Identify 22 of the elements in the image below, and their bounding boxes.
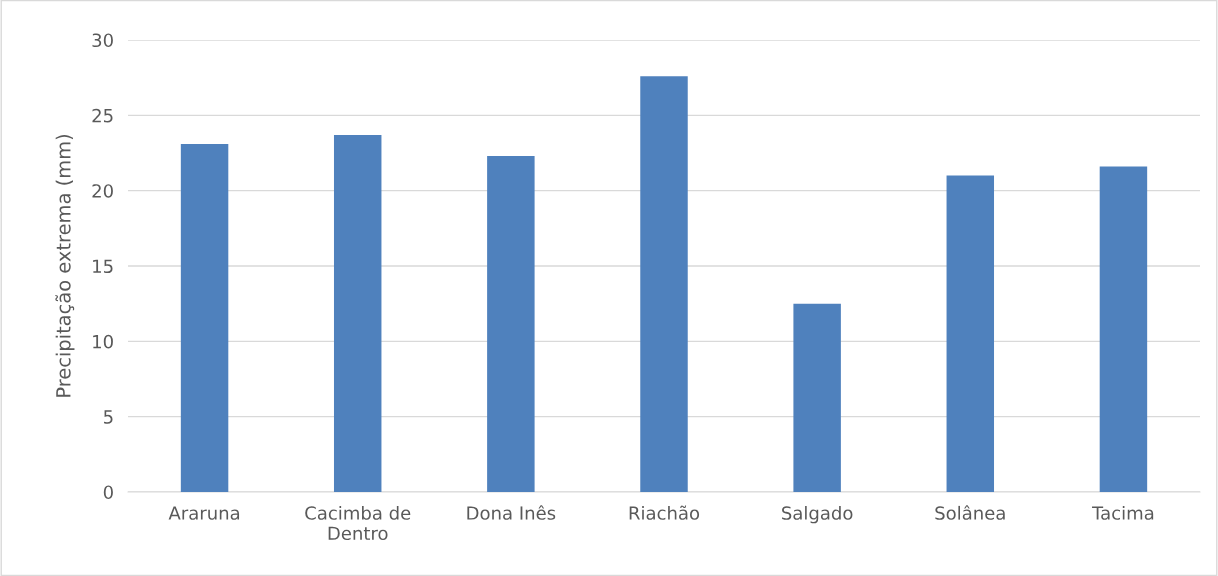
x-tick-label: Dona Inês bbox=[467, 505, 556, 520]
y-tick-label: 25 bbox=[92, 108, 113, 123]
y-axis-title: Precipitação extrema (mm) bbox=[55, 135, 75, 397]
x-tick-label: Tacima bbox=[1092, 505, 1154, 520]
bar bbox=[333, 134, 382, 492]
y-tick-label: 0 bbox=[103, 485, 113, 500]
bar bbox=[793, 303, 841, 492]
y-tick-label: 15 bbox=[93, 259, 113, 274]
x-tick-label: Cacimba de Dentro bbox=[305, 505, 411, 541]
bar bbox=[1099, 166, 1148, 492]
x-tick-label: Araruna bbox=[168, 506, 240, 520]
y-tick-label: 5 bbox=[104, 410, 113, 424]
x-tick-label: Riachão bbox=[629, 505, 700, 520]
y-tick-label: 10 bbox=[93, 334, 113, 349]
bar bbox=[946, 175, 995, 492]
bar bbox=[640, 76, 688, 492]
bar bbox=[180, 143, 229, 492]
bar bbox=[487, 156, 535, 492]
y-tick-label: 30 bbox=[92, 33, 113, 48]
x-tick-label: Solânea bbox=[935, 505, 1005, 520]
y-tick-label: 20 bbox=[92, 184, 113, 198]
x-tick-label: Salgado bbox=[782, 505, 853, 524]
